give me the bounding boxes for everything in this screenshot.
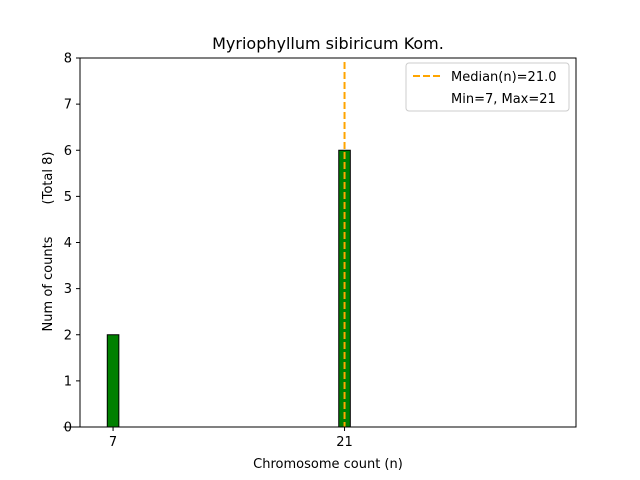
y-axis-total-label: (Total 8) [41, 152, 56, 205]
x-axis-label: Chromosome count (n) [253, 457, 403, 472]
plot-frame [79, 57, 577, 428]
bar [106, 334, 120, 428]
y-tick-label: 4 [64, 236, 72, 251]
legend: Median(n)=21.0 Min=7, Max=21 [405, 62, 570, 112]
ticks-layer: 7 21 0 1 2 3 4 5 6 7 8 [64, 52, 353, 451]
chart-title: Myriophyllum sibiricum Kom. [212, 34, 444, 53]
legend-box [405, 62, 570, 112]
legend-median-label: Median(n)=21.0 [451, 70, 557, 85]
x-tick-label: 21 [336, 435, 353, 450]
x-tick-label: 7 [109, 435, 117, 450]
y-tick-label: 0 [64, 421, 72, 436]
legend-minmax-label: Min=7, Max=21 [451, 92, 556, 107]
y-tick-label: 3 [64, 282, 72, 297]
y-axis-label: Num of counts [41, 236, 56, 331]
y-tick-label: 8 [64, 52, 72, 67]
y-tick-label: 7 [64, 98, 72, 113]
y-tick-label: 1 [64, 374, 72, 389]
y-tick-label: 5 [64, 190, 72, 205]
y-tick-label: 6 [64, 144, 72, 159]
y-tick-label: 2 [64, 328, 72, 343]
